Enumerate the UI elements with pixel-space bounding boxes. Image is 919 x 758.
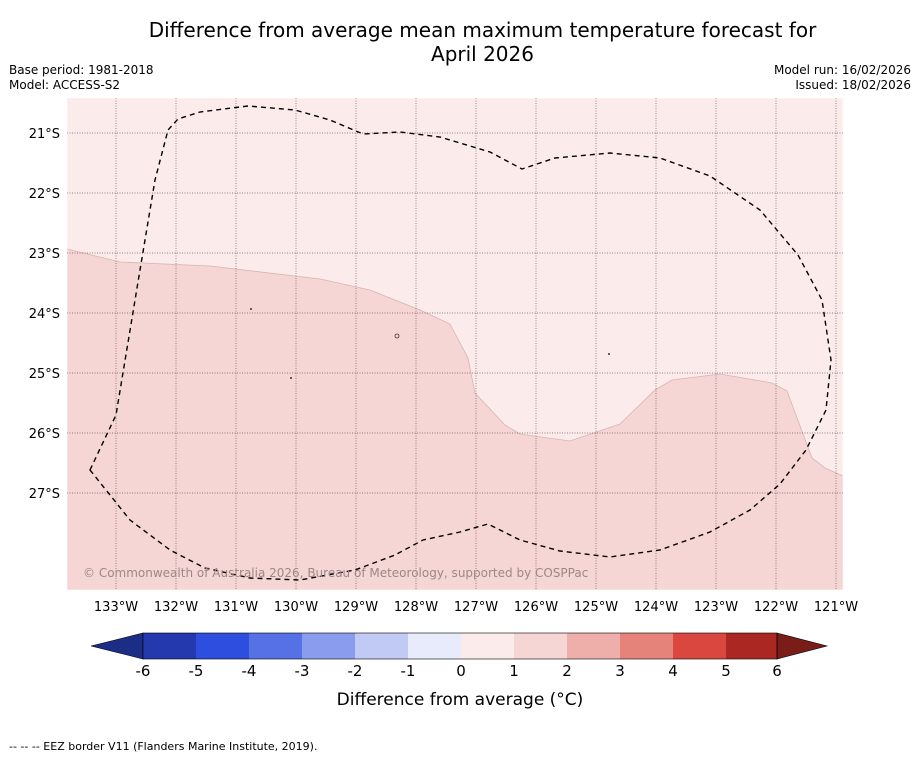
colorbar-segment [196,633,249,659]
model-run-text: Model run: 16/02/2026 [773,63,911,77]
lon-label: 130°W [274,600,318,615]
lon-label: 122°W [754,600,798,615]
title-line-1: Difference from average mean maximum tem… [148,18,817,42]
colorbar-tick: 3 [615,662,625,680]
colorbar-segment [408,633,461,659]
lat-label: 21°S [29,127,60,142]
colorbar-segment [355,633,408,659]
colorbar-frame [142,632,778,660]
colorbar-tick: 4 [668,662,678,680]
island-marker [290,377,292,379]
colorbar-tick: -5 [189,662,204,680]
colorbar-tick: -2 [348,662,363,680]
lat-labels: 21°S 22°S 23°S 24°S 25°S 26°S 27°S [29,127,60,502]
lat-label: 27°S [29,487,60,502]
meta-left: Base period: 1981-2018 Model: ACCESS-S2 [9,63,154,93]
map-frame [66,97,844,591]
island-marker [394,333,400,339]
colorbar-tick: 0 [456,662,466,680]
lon-label: 128°W [394,600,438,615]
lon-label: 129°W [334,600,378,615]
colorbar-tick: -3 [295,662,310,680]
lat-label: 24°S [29,307,60,322]
meta-right: Model run: 16/02/2026 Issued: 18/02/2026 [774,63,911,93]
lon-label: 131°W [214,600,258,615]
colorbar-under-arrow [90,632,144,660]
island-marker [608,353,610,355]
colorbar-tick: 1 [509,662,519,680]
lon-label: 121°W [814,600,858,615]
lon-label: 127°W [454,600,498,615]
colorbar-segment [302,633,355,659]
colorbar-ticks: -6 -5 -4 -3 -2 -1 0 1 2 3 4 5 6 [136,662,782,680]
colorbar-segment [620,633,673,659]
lon-label: 126°W [514,600,558,615]
colorbar-segment [461,633,514,659]
map-band-1-2-region [67,249,843,590]
copyright-text: © Commonwealth of Australia 2026, Bureau… [83,566,588,580]
lon-labels: 133°W 132°W 131°W 130°W 129°W 128°W 127°… [94,600,858,615]
colorbar-segment [514,633,567,659]
issued-text: Issued: 18/02/2026 [795,78,911,92]
colorbar [90,632,829,660]
lon-label: 125°W [574,600,618,615]
lat-label: 23°S [29,247,60,262]
colorbar-tick: 5 [721,662,731,680]
colorbar-over-arrow [776,632,829,660]
eez-legend-note: -- -- -- EEZ border V11 (Flanders Marine… [9,740,318,753]
island-marker [250,308,252,310]
map-band-boundary [66,248,844,477]
colorbar-tick: -1 [401,662,416,680]
lon-label: 133°W [94,600,138,615]
lat-label: 26°S [29,427,60,442]
model-text: Model: ACCESS-S2 [9,78,121,92]
colorbar-segment [726,633,777,659]
colorbar-label: Difference from average (°C) [337,690,584,710]
colorbar-segment [143,633,196,659]
colorbar-segment [673,633,726,659]
lon-label: 132°W [154,600,198,615]
graticule [67,98,843,590]
colorbar-tick: 2 [562,662,572,680]
lon-label: 123°W [694,600,738,615]
lat-label: 25°S [29,367,60,382]
colorbar-segment [249,633,302,659]
colorbar-tick: 6 [772,662,782,680]
colorbar-segment [567,633,620,659]
lon-label: 124°W [634,600,678,615]
colorbar-tick: -4 [242,662,257,680]
lat-label: 22°S [29,187,60,202]
title-line-2: April 2026 [431,42,534,66]
colorbar-tick: -6 [136,662,151,680]
base-period-text: Base period: 1981-2018 [9,63,154,77]
map-title: Difference from average mean maximum tem… [0,18,919,66]
